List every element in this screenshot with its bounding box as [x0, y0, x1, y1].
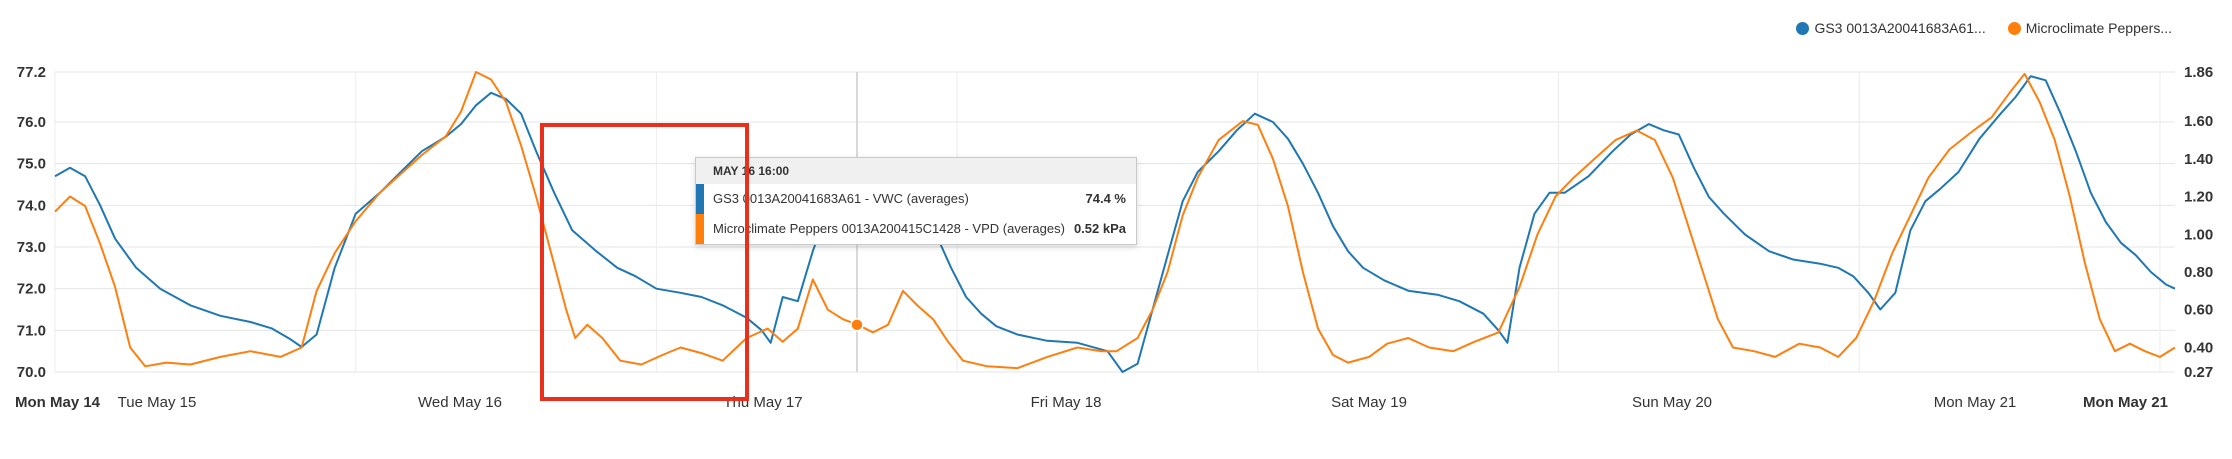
tooltip-color-bar-gs3	[696, 184, 704, 214]
chart-tooltip: MAY 16 16:00 GS3 0013A20041683A61 - VWC …	[695, 157, 1137, 245]
y-right-tick-label: 1.20	[2184, 189, 2213, 206]
x-axis-labels: Mon May 14 Tue May 15 Wed May 16 Thu May 17…	[15, 394, 2168, 411]
x-tick-label: Fri May 18	[1031, 394, 1102, 411]
tooltip-label-gs3: GS3 0013A20041683A61 - VWC (averages)	[713, 191, 969, 206]
tooltip-row-microclimate: Microclimate Peppers 0013A200415C1428 - …	[696, 214, 1136, 244]
series-layer	[54, 71, 2176, 373]
legend-swatch-gs3	[1796, 21, 1810, 35]
x-tick-label: Wed May 16	[418, 394, 502, 411]
y-right-tick-label: 0.27	[2184, 364, 2213, 381]
series-line-gs3-vwc[interactable]	[54, 75, 2176, 373]
y-left-tick-label: 75.0	[17, 156, 46, 173]
y-left-tick-label: 72.0	[17, 281, 46, 298]
y-axis-right-labels: 1.86 1.60 1.40 1.20 1.00 0.80 0.60 0.40 0.27	[2184, 64, 2213, 381]
series-line-microclimate-vpd[interactable]	[54, 71, 2176, 370]
x-tick-label: Sun May 20	[1632, 394, 1712, 411]
tooltip-header: MAY 16 16:00	[696, 158, 1136, 184]
x-tick-label: Sat May 19	[1331, 394, 1407, 411]
tooltip-row-gs3: GS3 0013A20041683A61 - VWC (averages) 74…	[696, 184, 1136, 214]
y-right-tick-label: 1.40	[2184, 151, 2213, 168]
y-left-tick-label: 77.2	[17, 64, 46, 81]
legend-item-microclimate[interactable]: Microclimate Peppers...	[2007, 20, 2172, 36]
legend-label-microclimate: Microclimate Peppers...	[2025, 20, 2172, 36]
y-right-tick-label: 0.60	[2184, 302, 2213, 319]
y-left-tick-label: 74.0	[17, 197, 46, 214]
y-right-tick-label: 1.86	[2184, 64, 2213, 81]
legend-label-gs3: GS3 0013A20041683A61...	[1814, 20, 1986, 36]
y-right-tick-label: 1.00	[2184, 226, 2213, 243]
y-right-tick-label: 0.40	[2184, 339, 2213, 356]
x-tick-label: Tue May 15	[118, 394, 197, 411]
y-left-tick-label: 76.0	[17, 114, 46, 131]
y-right-tick-label: 0.80	[2184, 264, 2213, 281]
legend-swatch-microclimate	[2007, 21, 2021, 35]
x-tick-label: Mon May 14	[15, 394, 101, 411]
tooltip-value-microclimate: 0.52 kPa	[1073, 221, 1126, 236]
x-tick-label: Thu May 17	[723, 394, 802, 411]
x-tick-label: Mon May 21	[2083, 394, 2168, 411]
tooltip-value-gs3: 74.4 %	[1085, 191, 1126, 206]
tooltip-color-bar-microclimate	[696, 214, 704, 244]
y-left-tick-label: 73.0	[17, 239, 46, 256]
y-right-tick-label: 1.60	[2184, 113, 2213, 130]
legend-item-gs3[interactable]: GS3 0013A20041683A61...	[1796, 20, 1986, 36]
x-tick-label: Mon May 21	[1934, 394, 2017, 411]
tooltip-marker-microclimate	[850, 318, 864, 332]
tooltip-label-microclimate: Microclimate Peppers 0013A200415C1428 - …	[713, 221, 1065, 236]
y-left-tick-label: 71.0	[17, 322, 46, 339]
y-left-tick-label: 70.0	[17, 364, 46, 381]
y-axis-left-labels: 77.2 76.0 75.0 74.0 73.0 72.0 71.0 70.0	[17, 64, 46, 381]
chart-legend: GS3 0013A20041683A61... Microclimate Pep…	[1796, 20, 2172, 36]
